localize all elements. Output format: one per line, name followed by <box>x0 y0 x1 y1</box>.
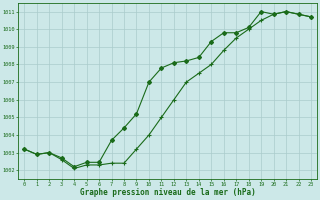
X-axis label: Graphe pression niveau de la mer (hPa): Graphe pression niveau de la mer (hPa) <box>80 188 255 197</box>
